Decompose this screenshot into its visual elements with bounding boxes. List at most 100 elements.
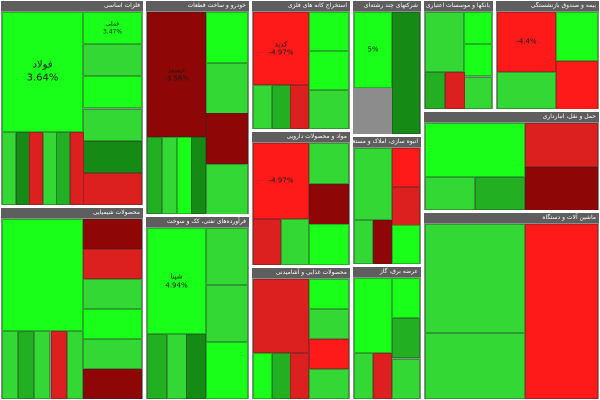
stock-tile[interactable] — [83, 279, 142, 309]
stock-tile[interactable] — [281, 219, 309, 265]
stock-tile[interactable] — [83, 249, 142, 279]
stock-tile[interactable] — [309, 369, 349, 399]
stock-tile[interactable] — [206, 113, 248, 164]
stock-tile[interactable] — [29, 132, 43, 205]
stock-tile[interactable] — [392, 148, 420, 187]
stock-tile[interactable] — [354, 148, 392, 220]
stock-tile[interactable] — [290, 353, 309, 399]
sector-header[interactable]: مواد و محصولات دارویی — [252, 132, 350, 142]
stock-tile[interactable] — [147, 137, 162, 214]
stock-tile[interactable] — [445, 72, 465, 109]
stock-tile[interactable] — [392, 12, 420, 134]
stock-tile[interactable] — [83, 173, 142, 205]
stock-tile[interactable] — [392, 278, 420, 318]
stock-tile[interactable] — [354, 353, 373, 399]
stock-tile[interactable] — [373, 353, 392, 399]
stock-tile[interactable] — [392, 225, 420, 264]
stock-tile[interactable] — [83, 141, 142, 173]
stock-tile[interactable] — [83, 219, 142, 249]
stock-tile[interactable] — [425, 123, 525, 177]
stock-tile[interactable] — [272, 85, 291, 129]
stock-tile[interactable]: کدید -4.97% — [253, 12, 309, 85]
stock-tile[interactable] — [309, 224, 349, 265]
stock-tile[interactable] — [425, 333, 525, 399]
stock-tile[interactable]: فملی 3.47% — [83, 12, 142, 44]
stock-tile[interactable] — [43, 132, 57, 205]
stock-tile[interactable] — [16, 132, 30, 205]
stock-tile[interactable] — [464, 77, 492, 109]
stock-tile[interactable] — [67, 331, 83, 399]
stock-tile[interactable] — [147, 334, 167, 399]
stock-tile[interactable] — [253, 219, 281, 265]
stock-tile[interactable] — [253, 279, 309, 353]
stock-tile[interactable] — [83, 369, 142, 399]
stock-tile[interactable] — [309, 339, 349, 369]
stock-tile[interactable] — [425, 224, 525, 333]
stock-tile[interactable] — [392, 318, 420, 358]
stock-tile[interactable] — [425, 177, 475, 210]
stock-tile[interactable] — [83, 76, 142, 108]
stock-tile[interactable]: 5% — [354, 12, 392, 88]
stock-tile[interactable] — [464, 12, 492, 44]
stock-tile[interactable] — [177, 137, 192, 214]
stock-tile[interactable]: -4.4% — [497, 12, 556, 72]
sector-header[interactable]: حمل و نقل، انبارداری — [424, 112, 599, 122]
sector-header[interactable]: انبوه سازی، املاک و مستغلات — [353, 137, 421, 147]
stock-tile[interactable] — [206, 164, 248, 214]
stock-tile[interactable] — [70, 132, 84, 205]
stock-tile[interactable] — [2, 132, 16, 205]
stock-tile[interactable] — [309, 184, 349, 225]
stock-tile[interactable] — [2, 219, 83, 331]
stock-tile[interactable]: شپنا 4.94% — [147, 228, 206, 334]
stock-tile[interactable] — [309, 90, 349, 129]
stock-tile[interactable] — [290, 85, 309, 129]
stock-tile[interactable] — [206, 228, 248, 285]
sector-header[interactable]: محصولات شیمیایی — [1, 208, 143, 218]
stock-tile[interactable] — [309, 279, 349, 309]
stock-tile[interactable] — [525, 123, 598, 167]
sector-header[interactable]: خودرو و ساخت قطعات — [146, 1, 249, 11]
stock-tile[interactable] — [354, 220, 373, 264]
sector-header[interactable]: بیمه و صندوق بازنشستگی — [496, 1, 599, 11]
stock-tile[interactable] — [556, 61, 598, 109]
stock-tile[interactable] — [18, 331, 34, 399]
stock-tile[interactable] — [309, 143, 349, 184]
stock-tile[interactable] — [309, 51, 349, 90]
stock-tile[interactable] — [253, 85, 272, 129]
sector-header[interactable]: شرکتهای چند رشته‌ای — [353, 1, 421, 11]
stock-tile[interactable] — [464, 44, 492, 76]
stock-tile[interactable] — [525, 167, 598, 210]
stock-tile[interactable] — [162, 137, 177, 214]
stock-tile[interactable] — [56, 132, 70, 205]
sector-header[interactable]: بانکها و موسسات اعتباری — [424, 1, 493, 11]
stock-tile[interactable] — [186, 334, 206, 399]
stock-tile[interactable] — [83, 309, 142, 339]
sector-header[interactable]: فرآورده‌های نفتی، کک و سوخت — [146, 217, 249, 227]
stock-tile[interactable] — [556, 12, 598, 61]
stock-tile[interactable] — [206, 342, 248, 399]
stock-tile[interactable]: فولاد 3.64% — [2, 12, 83, 132]
sector-header[interactable]: فلزات اساسی — [1, 1, 143, 11]
stock-tile[interactable] — [206, 285, 248, 342]
stock-tile[interactable] — [206, 63, 248, 114]
stock-tile[interactable]: -4.97% — [253, 143, 309, 219]
stock-tile[interactable] — [51, 331, 67, 399]
stock-tile[interactable] — [191, 137, 206, 214]
stock-tile[interactable] — [83, 44, 142, 76]
sector-header[interactable]: عرضه برق، گاز — [353, 267, 421, 277]
sector-header[interactable]: محصولات غذایی و آشامیدنی — [252, 268, 350, 278]
stock-tile[interactable] — [475, 177, 525, 210]
stock-tile[interactable] — [253, 353, 272, 399]
stock-tile[interactable] — [83, 339, 142, 369]
stock-tile[interactable] — [34, 331, 50, 399]
stock-tile[interactable] — [392, 359, 420, 399]
stock-tile[interactable] — [83, 109, 142, 141]
stock-tile[interactable] — [206, 12, 248, 63]
stock-tile[interactable] — [497, 72, 556, 109]
stock-tile[interactable] — [425, 72, 445, 109]
stock-tile[interactable]: خسعد -3.56% — [147, 12, 206, 137]
stock-tile[interactable] — [272, 353, 291, 399]
stock-tile[interactable] — [354, 278, 392, 353]
stock-tile[interactable] — [373, 220, 392, 264]
stock-tile[interactable] — [392, 187, 420, 226]
